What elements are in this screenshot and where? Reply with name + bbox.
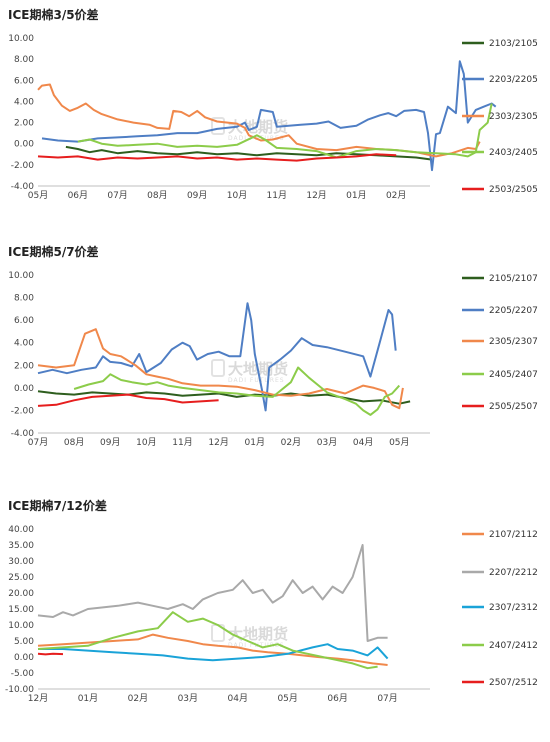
watermark-subtext: DADI FUTURES <box>228 377 285 384</box>
watermark-logo <box>211 359 225 377</box>
watermark-logo <box>211 117 225 135</box>
series-line-2107-2112 <box>37 633 388 666</box>
legend-label: 2305/2307 <box>489 337 538 347</box>
x-tick-label: 06月 <box>327 693 347 704</box>
series-line-2507-2512 <box>37 652 64 656</box>
x-tick-label: 07月 <box>107 190 127 201</box>
series-line-2505-2507 <box>37 393 219 407</box>
series-line-2307-2312 <box>38 643 389 662</box>
x-tick-label: 05月 <box>28 190 48 201</box>
y-tick-label: 8.00 <box>14 55 34 65</box>
y-tick-label: -2.00 <box>11 406 35 416</box>
x-tick-label: 02月 <box>386 190 406 201</box>
x-tick-label: 01月 <box>245 437 265 448</box>
legend-label: 2203/2205 <box>489 75 538 85</box>
y-tick-label: 4.00 <box>14 339 34 349</box>
series-line-2105-2107 <box>37 390 411 405</box>
legend-label: 2507/2512 <box>489 678 538 688</box>
chart-panel-3: ICE期棉7/12价差 -10.00 -5.00 0.00 5.00 10.00 15.0… <box>0 497 550 742</box>
chart-title: ICE期棉3/5价差 <box>8 8 99 22</box>
y-tick-label: -4.00 <box>11 429 35 439</box>
legend-label: 2407/2412 <box>489 641 538 651</box>
legend-label: 2207/2212 <box>489 568 538 578</box>
legend-label: 2405/2407 <box>489 370 538 380</box>
x-tick-label: 07月 <box>28 437 48 448</box>
y-tick-label: -10.00 <box>5 685 34 695</box>
x-tick-label: 12月 <box>28 693 48 704</box>
watermark-text: 大地期货 <box>228 625 288 643</box>
x-tick-label: 03月 <box>178 693 198 704</box>
chart-title: ICE期棉5/7价差 <box>8 245 99 259</box>
series-line-2405-2407 <box>73 366 401 416</box>
legend-label: 2505/2507 <box>489 402 538 412</box>
y-tick-label: 30.00 <box>8 557 34 567</box>
series-line-2305-2307 <box>37 328 404 410</box>
x-tick-label: 01月 <box>78 693 98 704</box>
x-tick-label: 09月 <box>187 190 207 201</box>
y-tick-label: -4.00 <box>11 182 35 192</box>
x-tick-label: 08月 <box>147 190 167 201</box>
y-tick-label: 2.00 <box>14 119 34 129</box>
chart-svg: -4.00 -2.00 0.00 2.00 4.00 6.00 8.00 10.00 05月 06… <box>8 34 538 201</box>
x-tick-label: 05月 <box>277 693 297 704</box>
legend-label: 2107/2112 <box>489 530 538 540</box>
series-line-2407-2412 <box>37 611 378 670</box>
y-tick-label: 15.00 <box>8 605 34 615</box>
legend-label: 2503/2505 <box>489 185 538 195</box>
x-tick-label: 11月 <box>172 437 192 448</box>
series-line-2207-2212 <box>37 544 388 642</box>
y-tick-label: -2.00 <box>11 161 35 171</box>
chart-panel-1: ICE期棉3/5价差 -4.00 -2.00 0.00 2.00 4.00 6.00 8.0… <box>0 6 550 238</box>
y-tick-label: 10.00 <box>8 34 34 44</box>
y-tick-label: 40.00 <box>8 525 34 535</box>
x-tick-label: 10月 <box>227 190 247 201</box>
x-tick-label: 06月 <box>68 190 88 201</box>
y-tick-label: 10.00 <box>8 621 34 631</box>
y-tick-label: 10.00 <box>8 271 34 281</box>
series-line-2205-2207 <box>37 302 397 412</box>
y-tick-label: 0.00 <box>14 140 34 150</box>
y-tick-label: 0.00 <box>14 653 34 663</box>
x-tick-label: 09月 <box>100 437 120 448</box>
x-tick-label: 07月 <box>377 693 397 704</box>
chart-panel-2: ICE期棉5/7价差 -4.00 -2.00 0.00 2.00 4.00 6.00 8.0… <box>0 243 550 485</box>
legend-label: 2205/2207 <box>489 306 538 316</box>
series-line-2503-2505 <box>37 153 397 162</box>
y-tick-label: 2.00 <box>14 361 34 371</box>
chart-title: ICE期棉7/12价差 <box>8 499 107 513</box>
x-tick-label: 04月 <box>228 693 248 704</box>
x-tick-label: 02月 <box>281 437 301 448</box>
x-tick-label: 08月 <box>64 437 84 448</box>
legend-label: 2103/2105 <box>489 39 538 49</box>
x-tick-label: 05月 <box>389 437 409 448</box>
y-tick-label: 5.00 <box>14 637 34 647</box>
x-tick-label: 12月 <box>208 437 228 448</box>
series-line-2203-2205 <box>41 60 497 172</box>
y-tick-label: -5.00 <box>11 669 35 679</box>
x-tick-label: 12月 <box>306 190 326 201</box>
y-tick-label: 6.00 <box>14 316 34 326</box>
x-tick-label: 11月 <box>267 190 287 201</box>
y-tick-label: 6.00 <box>14 76 34 86</box>
x-tick-label: 02月 <box>128 693 148 704</box>
y-tick-label: 4.00 <box>14 97 34 107</box>
y-tick-label: 8.00 <box>14 294 34 304</box>
legend-label: 2307/2312 <box>489 603 538 613</box>
chart-svg: -10.00 -5.00 0.00 5.00 10.00 15.00 20.00 25.00 3… <box>5 525 538 704</box>
x-tick-label: 01月 <box>346 190 366 201</box>
y-tick-label: 0.00 <box>14 384 34 394</box>
x-tick-label: 04月 <box>353 437 373 448</box>
legend-label: 2303/2305 <box>489 112 538 122</box>
x-tick-label: 10月 <box>136 437 156 448</box>
y-tick-label: 20.00 <box>8 589 34 599</box>
x-tick-label: 03月 <box>317 437 337 448</box>
legend-label: 2403/2405 <box>489 148 538 158</box>
y-tick-label: 35.00 <box>8 541 34 551</box>
series-line-2403-2405 <box>77 103 493 159</box>
y-tick-label: 25.00 <box>8 573 34 583</box>
legend-label: 2105/2107 <box>489 274 538 284</box>
chart-svg: -4.00 -2.00 0.00 2.00 4.00 6.00 8.00 10.00 07月 08… <box>8 271 538 448</box>
